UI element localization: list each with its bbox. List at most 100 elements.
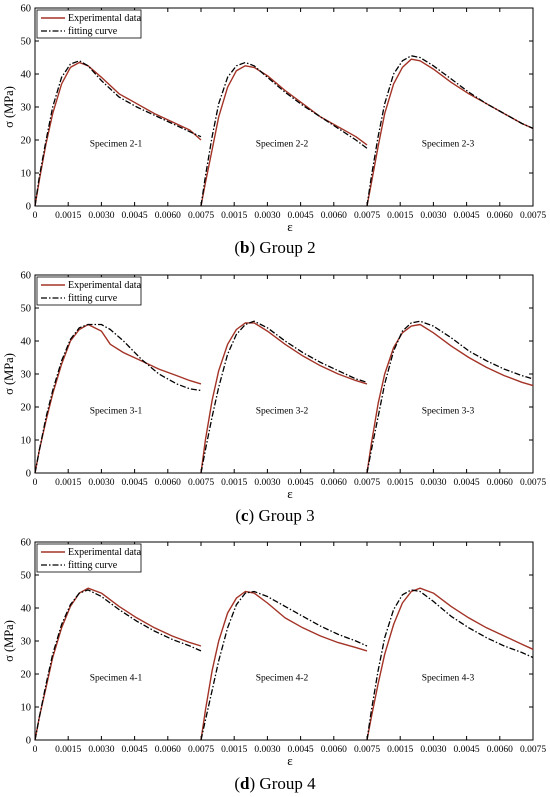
x-tick-label: 0.0060 <box>155 745 181 755</box>
x-tick-label: 0.0030 <box>88 478 114 488</box>
x-tick-label: 0.0075 <box>520 745 546 755</box>
specimen-label: Specimen 3-3 <box>422 407 475 417</box>
x-tick-label: 0.0075 <box>188 211 214 221</box>
specimen-label: Specimen 3-1 <box>90 407 143 417</box>
y-axis-label: σ (MPa) <box>2 86 16 128</box>
x-tick-label: 0 <box>33 478 38 488</box>
y-tick-label: 10 <box>21 703 32 714</box>
x-tick-label: 0.0060 <box>487 211 513 221</box>
chart-panel-3: 0 10 20 30 40 50 60 σ (MPa) ε 0 0.0015 0.0030 0.0045… <box>2 538 546 769</box>
x-axis-label: ε <box>287 219 293 234</box>
y-tick-label: 0 <box>26 736 31 747</box>
x-tick-label: 0.0060 <box>321 211 347 221</box>
specimen-label: Specimen 4-3 <box>422 674 475 684</box>
x-tick-label: 0.0060 <box>321 745 347 755</box>
fitting-curve <box>34 60 202 207</box>
x-tick-label: 0.0030 <box>254 745 280 755</box>
experimental-curve <box>34 323 202 474</box>
x-tick-label: 0.0045 <box>122 211 148 221</box>
specimen-label: Specimen 3-2 <box>256 407 309 417</box>
experimental-curve <box>200 322 368 474</box>
x-tick-label: 0.0060 <box>487 745 513 755</box>
x-tick-label: 0.0030 <box>420 745 446 755</box>
legend-entry-experimental: Experimental data <box>68 280 142 291</box>
legend-box <box>36 9 142 39</box>
chart-panel-1: 0 10 20 30 40 50 60 σ (MPa) ε 0 0.0015 0.0030 0.0045… <box>2 4 546 235</box>
x-axis-label: ε <box>287 486 293 501</box>
x-tick-label: 0.0075 <box>188 745 214 755</box>
caption-group-4: (d) Group 4 <box>234 774 316 793</box>
experimental-curve <box>200 65 368 207</box>
x-tick-label: 0.0015 <box>221 478 247 488</box>
specimen-label: Specimen 4-1 <box>90 674 143 684</box>
y-tick-label: 0 <box>26 202 31 213</box>
legend-box <box>36 276 142 306</box>
x-tick-label: 0.0045 <box>122 478 148 488</box>
legend-entry-fitting: fitting curve <box>68 293 118 304</box>
legend-entry-experimental: Experimental data <box>68 13 142 24</box>
specimen-label: Specimen 4-2 <box>256 674 309 684</box>
x-tick-label: 0.0075 <box>354 211 380 221</box>
x-tick-label: 0.0015 <box>387 745 413 755</box>
fitting-curve <box>34 323 202 474</box>
y-tick-label: 10 <box>21 169 32 180</box>
caption-group-3: (c) Group 3 <box>235 506 315 525</box>
y-tick-label: 30 <box>21 370 32 381</box>
y-tick-label: 20 <box>21 403 32 414</box>
specimen-label: Specimen 2-1 <box>90 140 143 150</box>
x-tick-label: 0.0045 <box>288 478 314 488</box>
fitting-curve <box>366 589 534 741</box>
experimental-curve <box>366 587 534 741</box>
x-tick-label: 0.0045 <box>288 211 314 221</box>
legend-entry-experimental: Experimental data <box>68 547 142 558</box>
x-tick-label: 0.0015 <box>221 211 247 221</box>
x-tick-label: 0.0015 <box>221 745 247 755</box>
specimen-label: Specimen 2-3 <box>422 140 475 150</box>
y-tick-label: 20 <box>21 670 32 681</box>
experimental-curve <box>366 58 534 207</box>
x-tick-label: 0 <box>33 211 38 221</box>
x-tick-label: 0.0015 <box>387 211 413 221</box>
x-tick-label: 0.0015 <box>55 478 81 488</box>
y-tick-label: 50 <box>21 304 32 315</box>
x-tick-label: 0.0045 <box>454 745 480 755</box>
x-tick-label: 0.0075 <box>520 211 546 221</box>
x-tick-label: 0.0075 <box>520 478 546 488</box>
x-tick-label: 0.0075 <box>188 478 214 488</box>
x-tick-label: 0.0060 <box>155 478 181 488</box>
y-tick-label: 10 <box>21 436 32 447</box>
fitting-curve <box>200 320 368 474</box>
legend-entry-fitting: fitting curve <box>68 560 118 571</box>
chart-panel-2: 0 10 20 30 40 50 60 σ (MPa) ε 0 0.0015 0.0030 0.0045… <box>2 271 546 502</box>
x-tick-label: 0 <box>33 745 38 755</box>
y-tick-label: 30 <box>21 637 32 648</box>
x-tick-label: 0.0045 <box>122 745 148 755</box>
y-tick-label: 40 <box>21 604 32 615</box>
y-tick-label: 0 <box>26 469 31 480</box>
y-tick-label: 40 <box>21 337 32 348</box>
y-axis-label: σ (MPa) <box>2 620 16 662</box>
y-tick-label: 50 <box>21 571 32 582</box>
x-tick-label: 0.0030 <box>88 211 114 221</box>
fitting-curve <box>366 320 534 474</box>
x-tick-label: 0.0030 <box>254 478 280 488</box>
y-tick-label: 60 <box>21 271 32 282</box>
fitting-curve <box>34 589 202 741</box>
x-tick-label: 0.0060 <box>321 478 347 488</box>
experimental-curve <box>200 590 368 741</box>
experimental-curve <box>34 61 202 207</box>
x-axis-label: ε <box>287 753 293 768</box>
experimental-curve <box>34 587 202 741</box>
y-tick-label: 60 <box>21 538 32 549</box>
x-tick-label: 0.0030 <box>420 478 446 488</box>
x-tick-label: 0.0030 <box>88 745 114 755</box>
x-tick-label: 0.0060 <box>487 478 513 488</box>
y-tick-label: 50 <box>21 37 32 48</box>
fitting-curve <box>366 55 534 207</box>
x-tick-label: 0.0030 <box>420 211 446 221</box>
x-tick-label: 0.0045 <box>454 211 480 221</box>
x-tick-label: 0.0075 <box>354 478 380 488</box>
y-tick-label: 20 <box>21 136 32 147</box>
caption-group-2: (b) Group 2 <box>234 238 316 257</box>
